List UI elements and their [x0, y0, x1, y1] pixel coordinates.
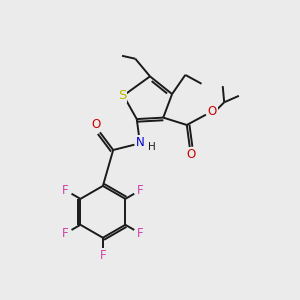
Text: O: O — [92, 118, 101, 130]
Text: N: N — [136, 136, 145, 149]
Text: O: O — [187, 148, 196, 161]
Text: F: F — [137, 184, 144, 196]
Text: H: H — [148, 142, 155, 152]
Text: F: F — [100, 249, 106, 262]
Text: F: F — [137, 227, 144, 240]
Text: F: F — [62, 227, 68, 240]
Text: S: S — [118, 89, 126, 102]
Text: O: O — [208, 105, 217, 118]
Text: F: F — [62, 184, 68, 196]
